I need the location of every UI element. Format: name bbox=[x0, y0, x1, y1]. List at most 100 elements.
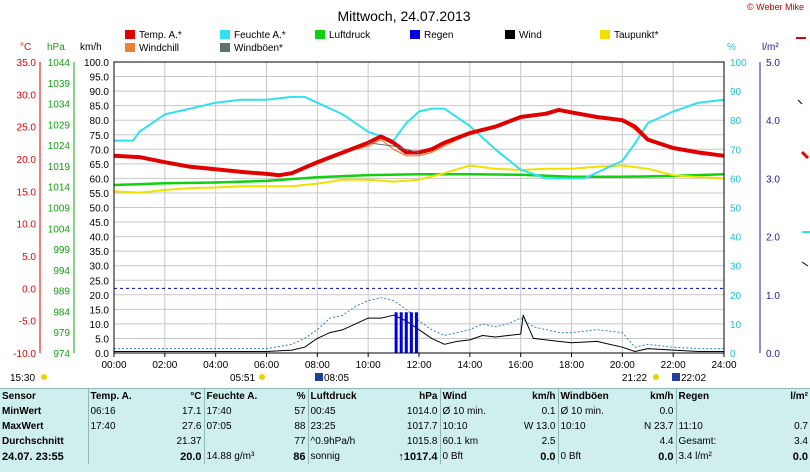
chart-legend: Temp. A.* Feuchte A.* Luftdruck Regen Wind Ta… bbox=[125, 30, 659, 54]
solar-tick-label: 1.0 bbox=[766, 291, 780, 302]
table-cell bbox=[557, 434, 622, 449]
table-cell: 10:10 bbox=[439, 419, 498, 434]
legend-swatch-gusts bbox=[220, 43, 230, 52]
legend-label-pressure: Luftdruck bbox=[329, 30, 371, 41]
humidity-tick-label: 30 bbox=[730, 262, 742, 273]
table-cell: N 23.7 bbox=[644, 421, 674, 432]
x-tick-label: 02:00 bbox=[152, 360, 177, 371]
rain-bar bbox=[414, 312, 418, 353]
rain-bar bbox=[394, 312, 398, 353]
header-wind-unit: km/h bbox=[532, 391, 556, 402]
row-label: MinWert bbox=[2, 406, 42, 417]
header-rain-unit: l/m² bbox=[790, 391, 808, 402]
solar-axis-unit: l/m² bbox=[762, 42, 779, 53]
humidity-tick-label: 20 bbox=[730, 291, 742, 302]
sunrise-time: 05:51 bbox=[230, 373, 255, 384]
header-temp: Temp. A. bbox=[87, 389, 150, 404]
humidity-tick-label: 70 bbox=[730, 145, 742, 156]
solar-tick-label: 5.0 bbox=[766, 58, 780, 69]
legend-label-gusts: Windböen* bbox=[234, 43, 283, 54]
table-cell: 3.4 l/m² bbox=[675, 449, 738, 464]
table-cell: 10:10 bbox=[557, 419, 622, 434]
weather-chart: Mittwoch, 24.07.2013 © Weber Mike Temp. … bbox=[10, 2, 804, 384]
row-label: 24.07. 23:55 bbox=[2, 450, 64, 463]
x-tick-label: 04:00 bbox=[203, 360, 228, 371]
pressure-tick-label: 1009 bbox=[48, 204, 71, 215]
table-cell: 88 bbox=[294, 421, 306, 432]
table-cell: 1014.0 bbox=[406, 406, 438, 417]
table-cell: 00:45 bbox=[307, 404, 378, 419]
table-cell bbox=[738, 404, 810, 419]
plot-frame bbox=[113, 61, 725, 354]
table-row-min: MinWert 06:16 17.1 17:40 57 00:45 1014.0… bbox=[0, 404, 810, 419]
sunset-icon bbox=[653, 374, 659, 380]
rain-bar bbox=[409, 312, 413, 353]
x-tick-label: 18:00 bbox=[559, 360, 584, 371]
wind-tick-label: 55.0 bbox=[90, 189, 110, 200]
table-cell: 17:40 bbox=[203, 404, 272, 419]
header-gusts: Windböen bbox=[557, 389, 622, 404]
pressure-tick-label: 1039 bbox=[48, 79, 71, 90]
temp-tick-label: 10.0 bbox=[17, 220, 37, 231]
pressure-tick-label: 979 bbox=[53, 328, 70, 339]
chart-axes: 35.0 30.0 25.0 20.0 15.0 10.0 5.0 0.0 -5.0 -10.0 1… bbox=[13, 58, 780, 371]
legend-swatch-dewpoint bbox=[600, 30, 610, 39]
temp-tick-label: 15.0 bbox=[17, 187, 37, 198]
temp-tick-label: -10.0 bbox=[13, 349, 36, 360]
sunset-marker-icon bbox=[672, 373, 680, 381]
legend-label-windchill: Windchill bbox=[139, 43, 179, 54]
temp-axis-unit: °C bbox=[20, 42, 31, 53]
copyright-label: © Weber Mike bbox=[747, 2, 804, 12]
humidity-tick-label: 40 bbox=[730, 233, 742, 244]
table-cell: 0.1 bbox=[541, 406, 556, 417]
humidity-tick-label: 0 bbox=[730, 349, 736, 360]
humidity-tick-label: 10 bbox=[730, 320, 742, 331]
humidity-tick-label: 50 bbox=[730, 204, 742, 215]
sunrise-icon bbox=[259, 374, 265, 380]
wind-tick-label: 80.0 bbox=[90, 116, 110, 127]
pressure-tick-label: 1004 bbox=[48, 224, 71, 235]
sunrise2-time: 08:05 bbox=[324, 373, 349, 384]
wind-tick-label: 100.0 bbox=[84, 58, 109, 69]
edge-mark-5 bbox=[801, 261, 809, 267]
table-cell bbox=[203, 434, 272, 449]
humidity-tick-label: 90 bbox=[730, 87, 742, 98]
table-row-average: Durchschnitt 21.37 77 ^0.9hPa/h 1015.8 6… bbox=[0, 434, 810, 449]
wind-tick-label: 70.0 bbox=[90, 145, 110, 156]
header-gusts-unit: km/h bbox=[650, 391, 674, 402]
wind-tick-label: 15.0 bbox=[90, 305, 110, 316]
legend-label-wind: Wind bbox=[519, 30, 542, 41]
sunset2-time: 22:02 bbox=[681, 373, 706, 384]
sun-start-time: 15:30 bbox=[10, 373, 35, 384]
right-edge-strip bbox=[796, 0, 810, 388]
sunset-time: 21:22 bbox=[622, 373, 647, 384]
table-cell bbox=[675, 404, 738, 419]
pressure-tick-label: 1034 bbox=[48, 100, 71, 111]
chart-series bbox=[113, 95, 725, 353]
statistics-table: Sensor Temp. A. °C Feuchte A. % Luftdruc… bbox=[0, 388, 810, 472]
humidity-tick-label: 60 bbox=[730, 174, 742, 185]
legend-swatch-windchill bbox=[125, 43, 135, 52]
rain-bar bbox=[399, 312, 403, 353]
edge-mark-2 bbox=[797, 99, 803, 105]
table-cell: 07:05 bbox=[203, 419, 272, 434]
temp-tick-label: 0.0 bbox=[22, 284, 36, 295]
header-pressure: Luftdruck bbox=[307, 389, 378, 404]
wind-tick-label: 30.0 bbox=[90, 262, 110, 273]
table-cell: 20.0 bbox=[180, 450, 202, 463]
pressure-tick-label: 1044 bbox=[48, 58, 71, 69]
pressure-tick-label: 1029 bbox=[48, 120, 71, 131]
wind-tick-label: 5.0 bbox=[95, 334, 109, 345]
pressure-tick-label: 989 bbox=[53, 287, 70, 298]
series-line-wind bbox=[114, 314, 724, 352]
table-cell: Ø 10 min. bbox=[439, 404, 498, 419]
pressure-tick-label: 1024 bbox=[48, 141, 71, 152]
table-cell: 77 bbox=[294, 436, 306, 447]
x-tick-label: 16:00 bbox=[508, 360, 533, 371]
humidity-axis-unit: % bbox=[727, 42, 736, 53]
legend-label-dewpoint: Taupunkt* bbox=[614, 30, 659, 41]
table-cell: 06:16 bbox=[87, 404, 150, 419]
table-cell: 1015.8 bbox=[406, 436, 438, 447]
pressure-tick-label: 1014 bbox=[48, 183, 71, 194]
table-cell: 14.88 g/m³ bbox=[203, 449, 272, 464]
